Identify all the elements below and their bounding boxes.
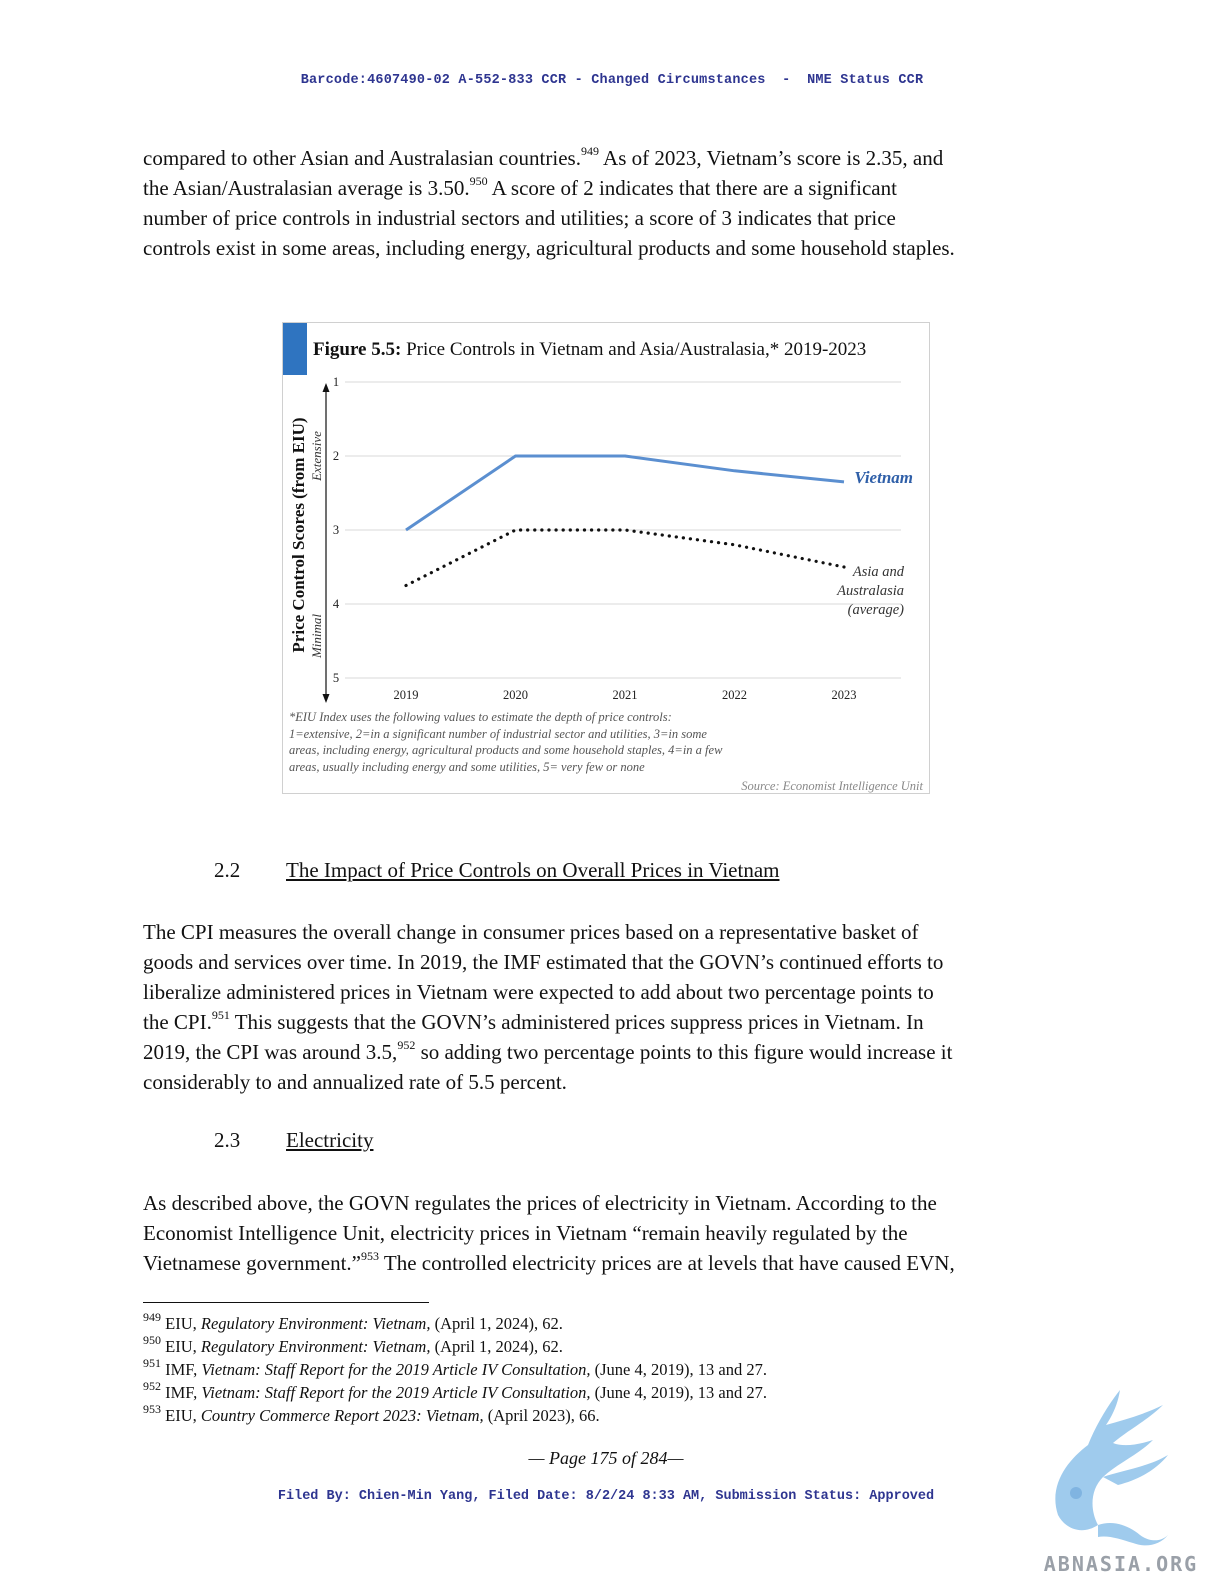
griffin-logo-icon: [1055, 1390, 1168, 1546]
paragraph-electricity: As described above, the GOVN regulates t…: [143, 1188, 1083, 1278]
footnote-separator: [143, 1302, 429, 1303]
series-line-vietnam: [405, 454, 845, 532]
text-line: Economist Intelligence Unit, electricity…: [143, 1221, 908, 1245]
watermark-text: ABNASIA.ORG: [1044, 1552, 1198, 1575]
y-axis-minimal-label: Minimal: [309, 614, 324, 659]
footnote-ref[interactable]: 949: [580, 144, 599, 158]
series-label-asia-average: Asia and: [852, 564, 905, 580]
y-axis-arrow-down: [322, 694, 330, 703]
series-label-vietnam: Vietnam: [854, 468, 913, 487]
x-tick-label: 2022: [722, 688, 747, 702]
footnote-ref[interactable]: 950: [469, 174, 488, 188]
x-tick-label: 2019: [394, 688, 419, 702]
footnote: 952 IMF, Vietnam: Staff Report for the 2…: [143, 1378, 767, 1403]
section-title: Electricity: [286, 1128, 374, 1152]
figure-source: Source: Economist Intelligence Unit: [741, 779, 923, 793]
page-number: — Page 175 of 284—: [528, 1448, 684, 1468]
y-axis-title: Price Control Scores (from EIU): [289, 417, 308, 652]
x-tick-label: 2021: [613, 688, 638, 702]
text-line: The CPI measures the overall change in c…: [143, 920, 919, 944]
footnote: 953 EIU, Country Commerce Report 2023: V…: [143, 1401, 600, 1426]
filing-footer: Filed By: Chien-Min Yang, Filed Date: 8/…: [277, 1489, 935, 1504]
text-line: number of price controls in industrial s…: [143, 206, 896, 230]
paragraph-intro: compared to other Asian and Australasian…: [143, 143, 1083, 263]
footnote: 949 EIU, Regulatory Environment: Vietnam…: [143, 1309, 563, 1334]
page-header: Barcode:4607490-02 A-552-833 CCR - Chang…: [300, 73, 924, 88]
abnasia-watermark: ABNASIA.ORG: [1044, 1390, 1198, 1575]
y-tick-label: 4: [333, 597, 340, 611]
figure-5-5: Figure 5.5: Price Controls in Vietnam an…: [282, 322, 930, 794]
x-tick-label: 2023: [832, 688, 857, 702]
section-number: 2.2: [214, 858, 241, 882]
text-line: the Asian/Australasian average is 3.50.9…: [143, 174, 897, 200]
text-line: 2019, the CPI was around 3.5,952 so addi…: [143, 1038, 953, 1064]
text-line: As described above, the GOVN regulates t…: [143, 1191, 937, 1215]
footnote: 950 EIU, Regulatory Environment: Vietnam…: [143, 1332, 563, 1357]
y-axis-extensive-label: Extensive: [309, 431, 324, 482]
section-number: 2.3: [214, 1128, 241, 1152]
y-tick-label: 3: [333, 523, 339, 537]
text-line: Vietnamese government.”953 The controlle…: [143, 1249, 955, 1275]
y-axis-arrow-up: [322, 383, 330, 392]
footnote-ref[interactable]: 952: [397, 1038, 416, 1052]
text-line: controls exist in some areas, including …: [143, 236, 955, 260]
text-line: liberalize administered prices in Vietna…: [143, 980, 934, 1004]
section-title: The Impact of Price Controls on Overall …: [286, 858, 780, 882]
footnote: 951 IMF, Vietnam: Staff Report for the 2…: [143, 1355, 767, 1380]
figure-accent-bar: [283, 323, 307, 375]
figure-note: *EIU Index uses the following values to …: [289, 710, 723, 774]
footnote-ref[interactable]: 953: [361, 1249, 379, 1263]
text-line: considerably to and annualized rate of 5…: [143, 1070, 567, 1094]
figure-title: Figure 5.5: Price Controls in Vietnam an…: [313, 339, 867, 360]
series-line-asia-average: [404, 528, 846, 588]
series-label-asia-average: Australasia: [836, 583, 904, 599]
y-tick-label: 1: [333, 375, 339, 389]
text-line: the CPI.951 This suggests that the GOVN’…: [143, 1008, 924, 1034]
y-tick-label: 2: [333, 449, 339, 463]
text-line: compared to other Asian and Australasian…: [143, 144, 944, 170]
y-tick-label: 5: [333, 671, 339, 685]
paragraph-cpi: The CPI measures the overall change in c…: [143, 917, 1083, 1097]
footnote-ref[interactable]: 951: [211, 1008, 230, 1022]
text-line: goods and services over time. In 2019, t…: [143, 950, 944, 974]
x-tick-label: 2020: [503, 688, 528, 702]
line-chart: Price Control Scores (from EIU) Extensiv…: [289, 375, 913, 703]
series-label-asia-average: (average): [848, 602, 905, 618]
